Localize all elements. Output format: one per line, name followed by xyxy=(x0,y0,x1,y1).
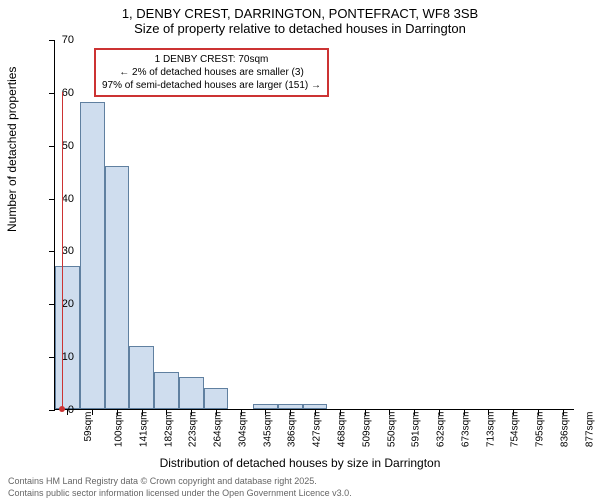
x-tick-label: 182sqm xyxy=(163,412,174,448)
y-tick-label: 70 xyxy=(54,34,74,46)
y-tick-label: 30 xyxy=(54,245,74,257)
x-tick xyxy=(513,409,514,415)
x-tick xyxy=(117,409,118,415)
x-tick-label: 550sqm xyxy=(386,412,397,448)
x-tick xyxy=(241,409,242,415)
x-tick-label: 59sqm xyxy=(83,412,94,442)
footer-attribution-2: Contains public sector information licen… xyxy=(8,488,352,498)
x-tick xyxy=(265,409,266,415)
x-tick-label: 141sqm xyxy=(138,412,149,448)
x-tick-label: 877sqm xyxy=(584,412,595,448)
histogram-bar xyxy=(55,266,80,409)
histogram-bar xyxy=(80,102,105,409)
chart-plot-area: 59sqm100sqm141sqm182sqm223sqm264sqm304sq… xyxy=(54,40,574,410)
x-tick xyxy=(414,409,415,415)
x-tick-label: 836sqm xyxy=(559,412,570,448)
annotation-connector-line xyxy=(62,92,63,410)
x-tick xyxy=(191,409,192,415)
y-tick-label: 50 xyxy=(54,140,74,152)
x-tick-label: 427sqm xyxy=(312,412,323,448)
y-tick-label: 60 xyxy=(54,87,74,99)
histogram-bar xyxy=(154,372,179,409)
x-tick-label: 795sqm xyxy=(535,412,546,448)
footer-attribution-1: Contains HM Land Registry data © Crown c… xyxy=(8,476,317,486)
annotation-line2: ← 2% of detached houses are smaller (3) xyxy=(102,66,321,79)
x-tick xyxy=(389,409,390,415)
x-tick xyxy=(92,409,93,415)
x-tick-label: 632sqm xyxy=(436,412,447,448)
histogram-bar xyxy=(179,377,204,409)
x-tick xyxy=(166,409,167,415)
y-axis-title: Number of detached properties xyxy=(5,67,19,232)
x-tick xyxy=(439,409,440,415)
y-tick-label: 40 xyxy=(54,193,74,205)
y-tick-label: 20 xyxy=(54,298,74,310)
x-tick xyxy=(142,409,143,415)
annotation-line1: 1 DENBY CREST: 70sqm xyxy=(102,53,321,66)
x-tick-label: 509sqm xyxy=(361,412,372,448)
x-tick xyxy=(315,409,316,415)
x-tick xyxy=(290,409,291,415)
x-axis-title: Distribution of detached houses by size … xyxy=(0,456,600,470)
histogram-bar xyxy=(105,166,130,409)
x-tick-label: 754sqm xyxy=(510,412,521,448)
x-tick xyxy=(488,409,489,415)
histogram-bar xyxy=(204,388,229,409)
annotation-marker-dot xyxy=(59,406,65,412)
x-tick-label: 223sqm xyxy=(188,412,199,448)
x-tick-label: 100sqm xyxy=(114,412,125,448)
annotation-line3: 97% of semi-detached houses are larger (… xyxy=(102,79,321,92)
x-tick xyxy=(464,409,465,415)
x-tick-label: 673sqm xyxy=(460,412,471,448)
histogram-bar xyxy=(129,346,154,409)
annotation-callout: 1 DENBY CREST: 70sqm ← 2% of detached ho… xyxy=(94,48,329,97)
chart-title-sub: Size of property relative to detached ho… xyxy=(0,21,600,40)
x-tick xyxy=(563,409,564,415)
y-tick-label: 10 xyxy=(54,351,74,363)
x-tick xyxy=(216,409,217,415)
x-tick-label: 713sqm xyxy=(485,412,496,448)
x-tick-label: 386sqm xyxy=(287,412,298,448)
x-tick xyxy=(340,409,341,415)
x-tick-label: 264sqm xyxy=(213,412,224,448)
x-tick xyxy=(538,409,539,415)
chart-title-main: 1, DENBY CREST, DARRINGTON, PONTEFRACT, … xyxy=(0,0,600,21)
x-tick-label: 345sqm xyxy=(262,412,273,448)
x-tick xyxy=(365,409,366,415)
x-tick-label: 591sqm xyxy=(411,412,422,448)
x-tick-label: 304sqm xyxy=(238,412,249,448)
x-tick-label: 468sqm xyxy=(337,412,348,448)
